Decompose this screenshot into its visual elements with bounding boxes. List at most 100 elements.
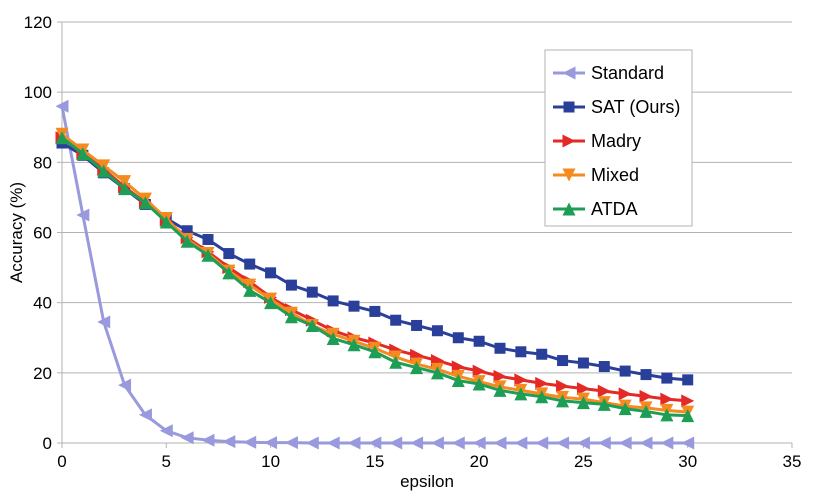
data-point xyxy=(284,436,298,450)
data-point xyxy=(97,164,111,178)
data-point xyxy=(76,147,90,161)
data-point xyxy=(493,383,507,397)
data-point xyxy=(76,208,90,222)
data-point xyxy=(97,315,111,329)
data-point xyxy=(639,404,653,418)
data-point xyxy=(410,436,424,450)
y-tick-label: 60 xyxy=(33,224,52,243)
data-point xyxy=(138,408,152,422)
data-point xyxy=(368,345,382,359)
data-point xyxy=(118,175,132,189)
data-point xyxy=(639,436,653,450)
data-point xyxy=(347,436,361,450)
data-point xyxy=(159,215,173,229)
y-tick-label: 120 xyxy=(24,13,52,32)
data-point xyxy=(410,361,424,375)
x-tick-label: 30 xyxy=(678,452,697,471)
data-point xyxy=(327,295,339,307)
data-point xyxy=(577,357,589,369)
data-point xyxy=(451,374,465,388)
data-point xyxy=(430,436,444,450)
data-point xyxy=(202,234,214,246)
data-point xyxy=(348,300,360,312)
data-point xyxy=(430,366,444,380)
data-point xyxy=(452,332,464,344)
data-point xyxy=(494,342,506,354)
series-standard xyxy=(55,99,695,450)
data-point xyxy=(536,348,548,360)
y-tick-label: 100 xyxy=(24,83,52,102)
data-point xyxy=(264,436,278,450)
legend-label: ATDA xyxy=(591,199,638,219)
x-tick-label: 5 xyxy=(162,452,171,471)
data-point xyxy=(431,325,443,337)
data-point xyxy=(285,279,297,291)
data-point xyxy=(576,436,590,450)
data-point xyxy=(265,267,277,279)
series-atda xyxy=(55,131,695,423)
data-point xyxy=(181,225,193,237)
data-point xyxy=(55,99,69,113)
legend-item: Madry xyxy=(553,131,641,151)
legend-label: Madry xyxy=(591,131,641,151)
data-point xyxy=(597,397,611,411)
x-tick-label: 25 xyxy=(574,452,593,471)
data-point xyxy=(493,369,507,383)
data-point xyxy=(389,355,403,369)
legend-item: Mixed xyxy=(553,165,639,185)
data-point xyxy=(472,436,486,450)
data-point xyxy=(284,310,298,324)
data-point xyxy=(682,374,694,386)
data-point xyxy=(556,436,570,450)
data-point xyxy=(222,266,236,280)
data-point xyxy=(681,409,695,423)
data-point xyxy=(535,436,549,450)
x-tick-label: 0 xyxy=(57,452,66,471)
data-point xyxy=(222,435,236,449)
data-point xyxy=(618,387,632,401)
legend-marker xyxy=(562,66,576,80)
data-point xyxy=(493,436,507,450)
data-point xyxy=(557,355,569,367)
data-point xyxy=(223,248,235,260)
data-point xyxy=(660,408,674,422)
legend-label: Standard xyxy=(591,63,664,83)
data-point xyxy=(535,390,549,404)
data-point xyxy=(597,384,611,398)
x-tick-label: 10 xyxy=(261,452,280,471)
data-point xyxy=(243,435,257,449)
y-tick-label: 40 xyxy=(33,294,52,313)
data-point xyxy=(514,387,528,401)
data-series xyxy=(55,99,695,450)
data-point xyxy=(514,436,528,450)
data-point xyxy=(597,436,611,450)
y-tick-label: 20 xyxy=(33,364,52,383)
data-point xyxy=(576,382,590,396)
data-point xyxy=(576,396,590,410)
data-point xyxy=(618,402,632,416)
data-point xyxy=(681,394,695,408)
data-point xyxy=(661,372,673,384)
data-point xyxy=(389,436,403,450)
data-point xyxy=(556,379,570,393)
data-point xyxy=(556,394,570,408)
data-point xyxy=(472,364,486,378)
legend-item: SAT (Ours) xyxy=(553,97,680,117)
data-point xyxy=(514,373,528,387)
data-point xyxy=(681,436,695,450)
legend-label: Mixed xyxy=(591,165,639,185)
legend-item: ATDA xyxy=(553,199,638,219)
data-point xyxy=(473,335,485,347)
data-point xyxy=(515,346,527,358)
data-point xyxy=(201,433,215,447)
y-tick-label: 0 xyxy=(43,434,52,453)
legend-marker xyxy=(562,134,576,148)
x-tick-label: 35 xyxy=(783,452,802,471)
legend-marker xyxy=(563,101,575,113)
data-point xyxy=(326,331,340,345)
data-point xyxy=(138,196,152,210)
data-point xyxy=(451,436,465,450)
data-point xyxy=(411,319,423,331)
data-point xyxy=(180,431,194,445)
data-point xyxy=(159,424,173,438)
